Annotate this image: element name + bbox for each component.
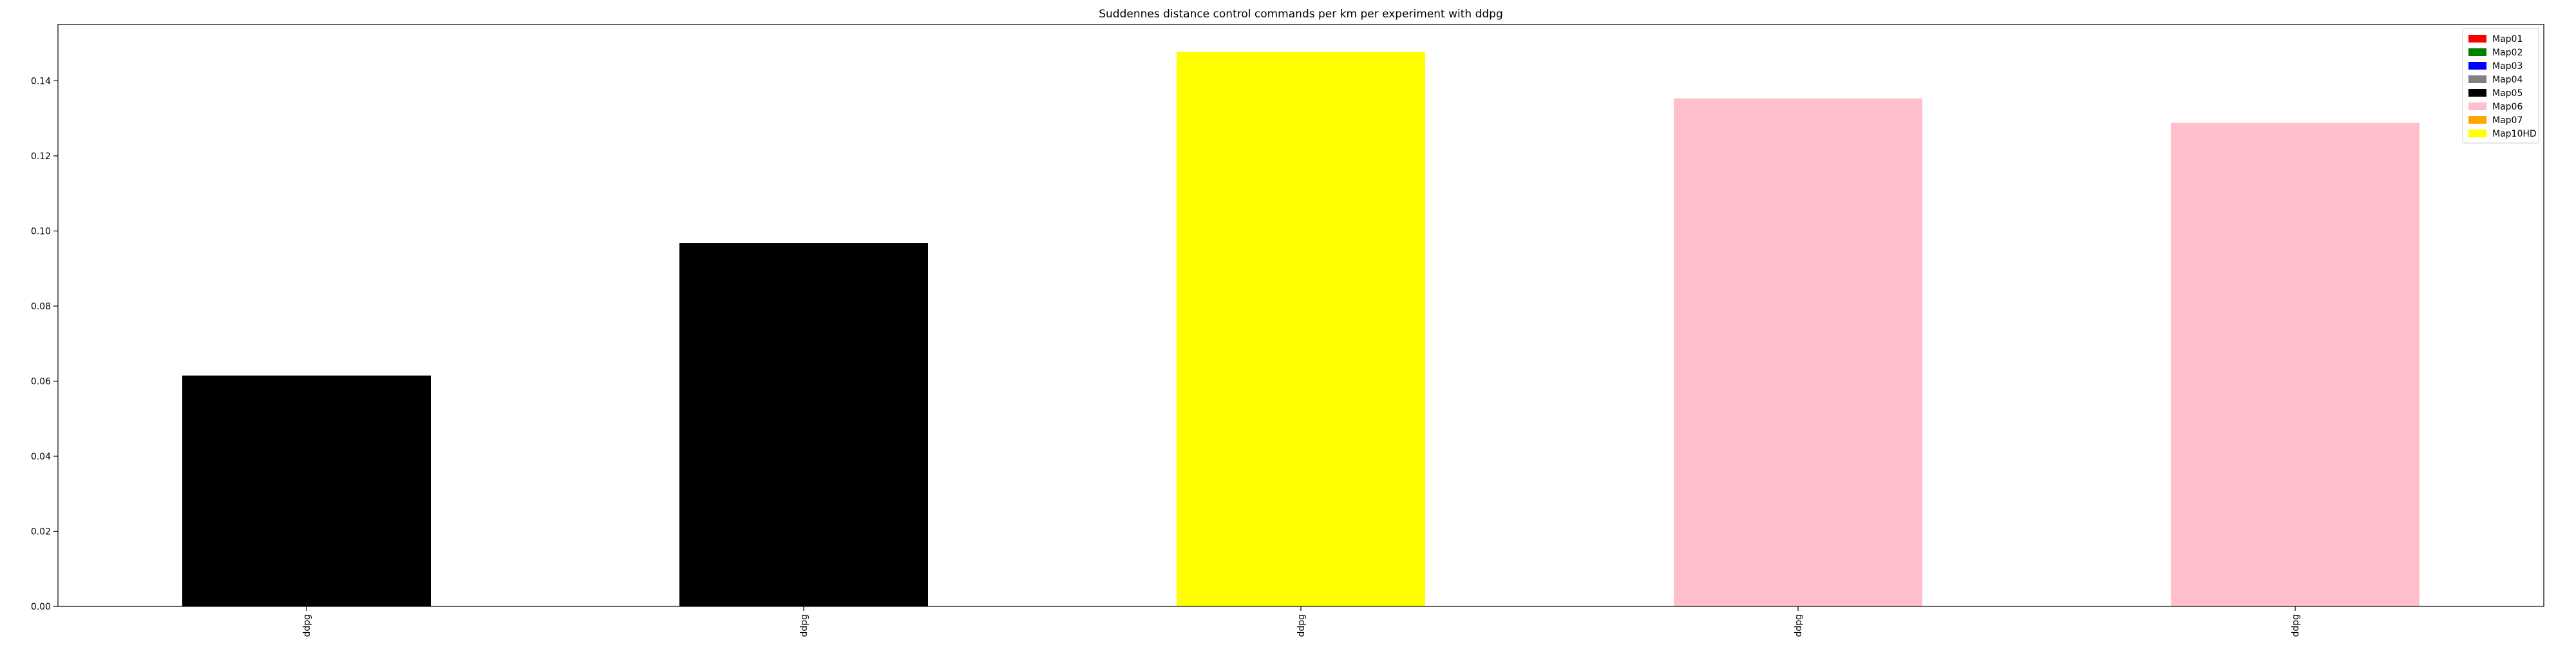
legend-label: Map10HD (2492, 129, 2537, 139)
legend-swatch (2468, 48, 2486, 56)
bar (182, 375, 431, 606)
y-tick-label: 0.12 (31, 151, 51, 162)
bar (1177, 52, 1425, 607)
y-tick-label: 0.14 (31, 76, 51, 86)
x-tick-label: ddpg (1296, 614, 1307, 637)
legend-label: Map04 (2492, 75, 2523, 85)
legend-label: Map06 (2492, 102, 2523, 112)
legend-label: Map03 (2492, 61, 2523, 72)
bar (1674, 98, 1922, 607)
x-tick-label: ddpg (302, 614, 312, 637)
legend: Map01 Map02 Map03 Map04 Map05 Map06 Map07 Map10… (2462, 28, 2539, 144)
x-tick-label: ddpg (799, 614, 810, 637)
y-tick-label: 0.10 (31, 226, 51, 237)
legend-swatch (2468, 116, 2486, 124)
legend-swatch (2468, 89, 2486, 97)
legend-swatch (2468, 62, 2486, 70)
plot-frame (57, 24, 2544, 607)
chart-title: Suddennes distance control commands per … (1099, 8, 1503, 21)
legend-box (2462, 28, 2539, 144)
legend-label: Map05 (2492, 88, 2523, 99)
y-axis: 0.00 0.02 0.04 0.06 0.08 0.10 0.12 0.14 (31, 76, 58, 612)
legend-swatch (2468, 75, 2486, 83)
x-axis: ddpg ddpg ddpg ddpg ddpg (302, 606, 2301, 637)
y-tick-label: 0.08 (31, 302, 51, 312)
legend-label: Map01 (2492, 34, 2523, 44)
legend-swatch (2468, 130, 2486, 137)
bar (2171, 122, 2420, 607)
bars-layer (182, 52, 2420, 607)
y-tick-label: 0.00 (31, 602, 51, 612)
legend-swatch (2468, 35, 2486, 43)
y-tick-label: 0.04 (31, 452, 51, 462)
legend-label: Map02 (2492, 48, 2523, 58)
legend-label: Map07 (2492, 115, 2523, 126)
y-tick-label: 0.02 (31, 526, 51, 537)
legend-swatch (2468, 102, 2486, 110)
y-tick-label: 0.06 (31, 376, 51, 387)
bar (679, 243, 928, 607)
x-tick-label: ddpg (1794, 614, 1804, 637)
x-tick-label: ddpg (2291, 614, 2301, 637)
